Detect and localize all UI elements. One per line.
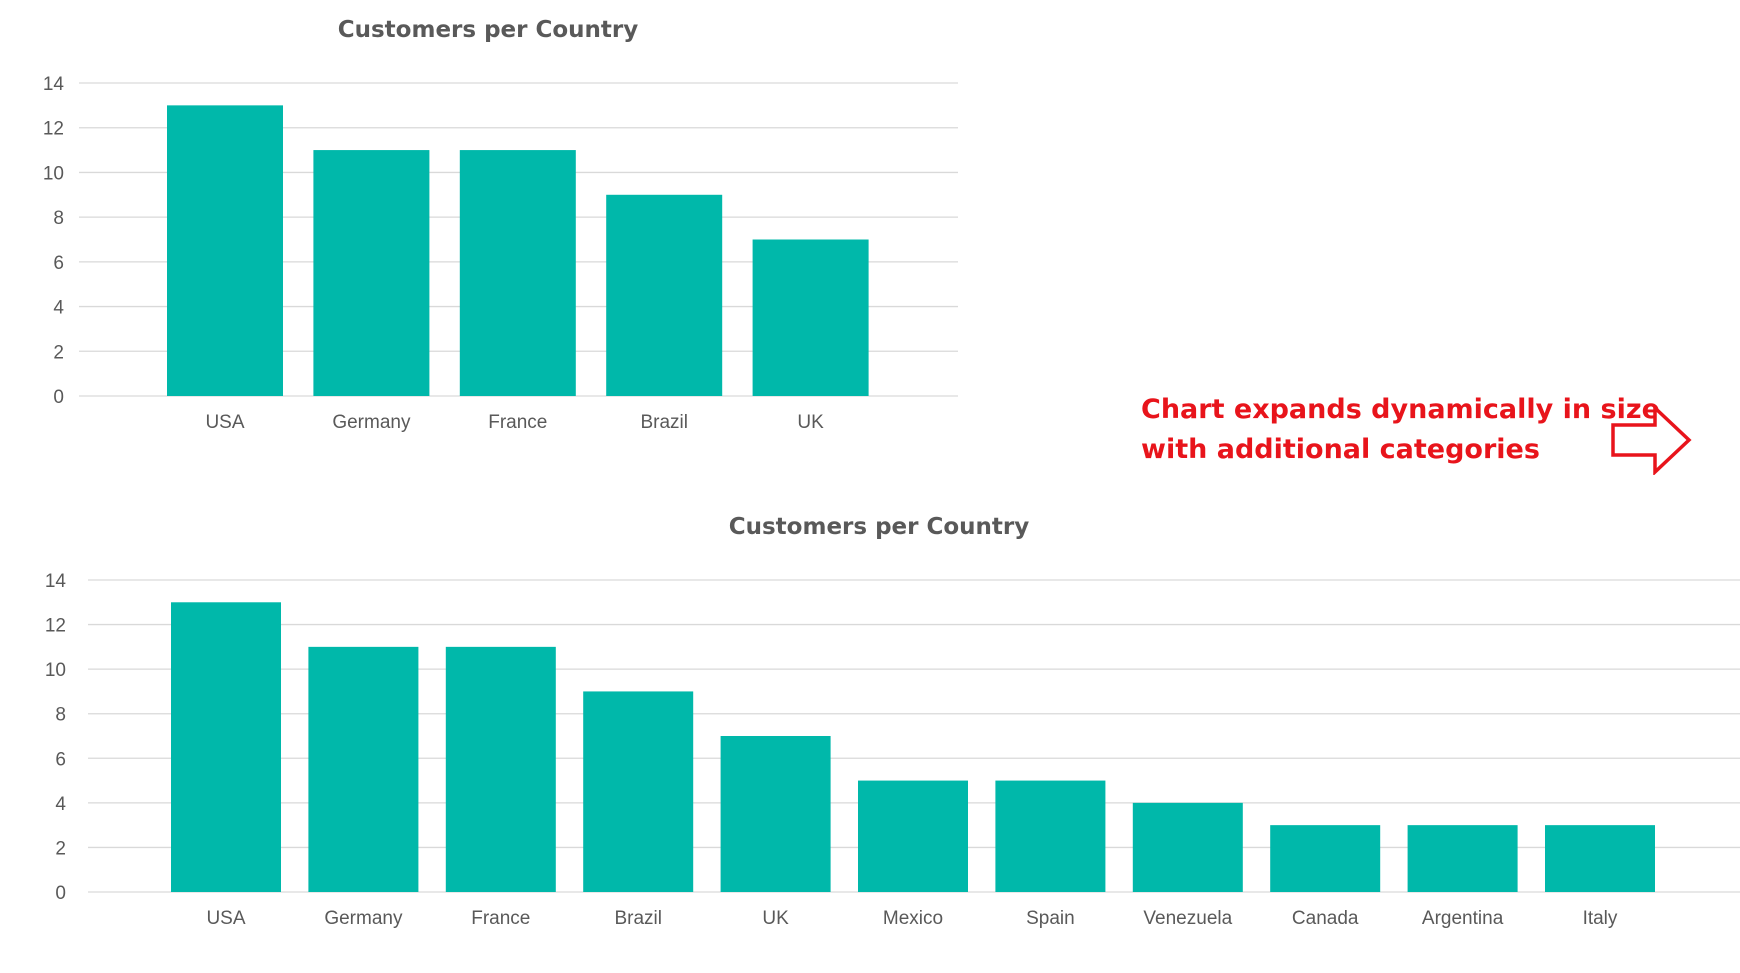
annotation-note: Chart expands dynamically in size with a… (1141, 390, 1660, 470)
x-tick-label: Argentina (1422, 908, 1504, 929)
bar-spain (995, 780, 1106, 892)
y-tick-label: 10 (43, 163, 64, 184)
x-tick-label: Germany (324, 908, 403, 929)
bar-venezuela (1132, 802, 1243, 892)
bar-italy (1545, 825, 1655, 892)
x-tick-label: Spain (1026, 908, 1075, 929)
x-tick-label: Brazil (614, 908, 662, 929)
y-tick-label: 14 (45, 571, 67, 592)
bar-brazil (583, 691, 694, 892)
right-arrow-outline-icon (1611, 405, 1692, 475)
x-tick-label: USA (206, 908, 245, 929)
y-tick-label: 4 (55, 794, 66, 815)
y-tick-label: 2 (55, 838, 66, 859)
bar-canada (1270, 825, 1381, 892)
x-tick-label: Mexico (883, 908, 943, 929)
y-tick-label: 2 (53, 342, 64, 363)
chart-top: Customers per Country 0 2 4 6 8 10 12 14 USA Germa… (43, 17, 958, 433)
y-tick-label: 0 (53, 387, 64, 408)
y-tick-label: 12 (43, 119, 64, 140)
bar-germany (313, 150, 430, 396)
bar-argentina (1407, 825, 1518, 892)
bar-germany (308, 646, 419, 892)
x-tick-label: Venezuela (1143, 908, 1232, 929)
y-tick-label: 0 (55, 883, 66, 904)
x-tick-label: France (488, 412, 547, 433)
x-tick-label: Brazil (640, 412, 688, 433)
x-tick-label: Germany (332, 412, 411, 433)
chart-title: Customers per Country (338, 17, 639, 43)
y-tick-label: 6 (55, 749, 66, 770)
x-tick-label: France (471, 908, 530, 929)
bar-france (459, 150, 576, 396)
y-tick-label: 6 (53, 253, 64, 274)
y-tick-label: 10 (45, 660, 66, 681)
y-tick-label: 8 (55, 705, 66, 726)
x-tick-label: UK (762, 908, 789, 929)
bar-mexico (858, 780, 968, 892)
bar-uk (752, 239, 869, 396)
annotation-line-1: Chart expands dynamically in size (1141, 394, 1660, 425)
y-tick-label: 8 (53, 208, 64, 229)
bar-brazil (606, 194, 723, 396)
annotation-line-2: with additional categories (1141, 434, 1540, 465)
y-tick-label: 14 (43, 74, 65, 95)
y-tick-label: 12 (45, 616, 66, 637)
bar-usa (167, 105, 283, 396)
bar-france (445, 646, 556, 892)
x-tick-label: UK (797, 412, 824, 433)
chart-bottom: Customers per Country 0 2 4 6 8 10 12 14 USA Germa… (45, 514, 1740, 929)
x-tick-label: USA (205, 412, 244, 433)
bar-usa (171, 602, 281, 892)
x-tick-label: Canada (1292, 908, 1359, 929)
chart-title: Customers per Country (729, 514, 1030, 540)
x-tick-label: Italy (1583, 908, 1618, 929)
y-tick-label: 4 (53, 298, 64, 319)
bar-uk (720, 736, 831, 892)
